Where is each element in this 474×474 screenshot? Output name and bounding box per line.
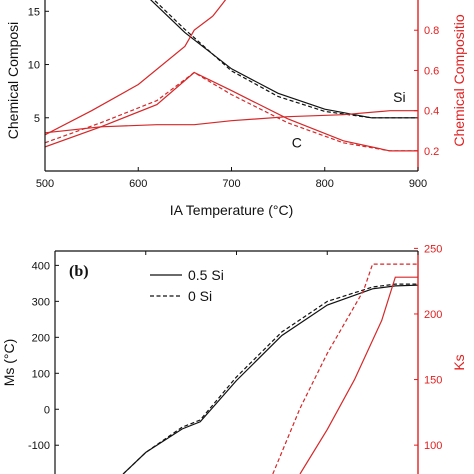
x-axis-label: IA Temperature (°C) [170, 202, 294, 218]
y-left-tick-label: 300 [32, 296, 50, 308]
legend-label: 0.5 Si [188, 267, 224, 283]
series-line-0.5-si [122, 284, 418, 474]
series-line-right-2 [45, 15, 214, 136]
legend: 0.5 Si 0 Si [150, 267, 224, 304]
y-right-label: Chemical Compositio [451, 14, 467, 146]
series-group [45, 0, 418, 152]
y-right-tick-label: 0.4 [424, 106, 439, 118]
annotation-label: C [292, 135, 302, 151]
y-right-tick-label: 150 [424, 375, 442, 387]
series-line-right-4 [45, 71, 418, 152]
y-left-tick-label: 10 [28, 60, 40, 72]
x-tick-label: 600 [129, 178, 147, 190]
legend-label: 0 Si [188, 288, 212, 304]
series-line-right-3 [272, 263, 418, 474]
x-tick-label: 700 [222, 178, 240, 190]
x-tick-label: 500 [36, 178, 54, 190]
series-group [122, 263, 418, 474]
series-line-right-6 [45, 110, 418, 134]
panel-a: 500 600 700 800 900 5 10 15 0.2 0.4 0.6 0.8 Chemical… [5, 0, 467, 218]
series-line-left-0 [150, 0, 418, 119]
panel-label: (b) [69, 263, 89, 280]
x-tick-label: 900 [409, 178, 427, 190]
annotation-label: Si [393, 89, 405, 105]
y-left-label: Chemical Composi [5, 22, 21, 139]
y-right-label: Ks [451, 354, 467, 370]
panel-b: -100 0 100 200 300 400 100 150 200 250 Ms (°C) Ks (b… [1, 243, 467, 474]
y-right-tick-label: 0.6 [424, 65, 439, 77]
y-right-tick-label: 100 [424, 440, 442, 452]
y-left-tick-label: 5 [34, 113, 40, 125]
series-line-right-3 [212, 0, 227, 17]
y-left-tick-label: 0 [44, 404, 50, 416]
y-left-tick-label: 15 [28, 6, 40, 18]
series-line-right-5 [45, 71, 418, 152]
series-line-0-si [122, 283, 418, 474]
y-right-tick-label: 0.2 [424, 146, 439, 158]
y-left-tick-label: 200 [32, 332, 50, 344]
y-left-tick-label: 400 [32, 260, 50, 272]
y-right-tick-label: 200 [424, 309, 442, 321]
series-line-left-1 [153, 0, 418, 119]
series-line-right-2 [299, 276, 418, 474]
y-right-tick-label: 0.8 [424, 25, 439, 37]
y-left-label: Ms (°C) [1, 339, 17, 387]
x-tick-label: 800 [316, 178, 334, 190]
y-left-tick-label: 100 [32, 368, 50, 380]
y-right-tick-label: 250 [424, 243, 442, 255]
y-left-tick-label: -100 [28, 440, 50, 452]
